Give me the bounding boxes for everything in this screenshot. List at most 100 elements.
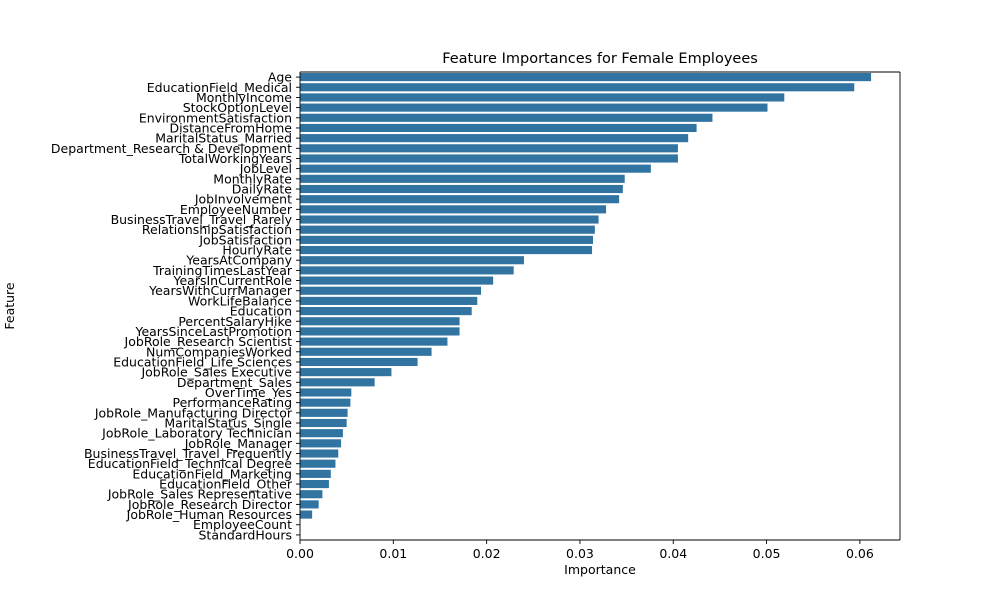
y-tick-label: JobRole_Research Scientist — [124, 334, 293, 349]
bar — [300, 510, 313, 519]
y-tick-label: JobRole_Manufacturing Director — [94, 405, 293, 420]
x-tick-label: 0.03 — [566, 546, 594, 561]
y-tick-label: JobRole_Human Resources — [126, 507, 292, 522]
y-tick-label: EducationField_Life Sciences — [113, 354, 292, 369]
x-tick-label: 0.06 — [846, 546, 874, 561]
y-tick-label: EmployeeCount — [193, 517, 292, 532]
y-tick-label: YearsAtCompany — [185, 253, 292, 268]
x-tick-label: 0.04 — [659, 546, 687, 561]
bar — [300, 144, 678, 153]
y-tick-label: TotalWorkingYears — [178, 151, 292, 166]
y-tick-label: EducationField_Medical — [147, 80, 292, 95]
x-tick-label: 0.02 — [473, 546, 501, 561]
bar — [300, 307, 472, 316]
x-axis-ticks: 0.00 0.01 0.02 0.03 0.04 0.05 0.06 — [286, 540, 874, 561]
bar — [300, 205, 607, 214]
y-tick-label: PercentSalaryHike — [178, 314, 292, 329]
y-tick-label: MonthlyRate — [213, 171, 292, 186]
y-tick-label: MaritalStatus_Single — [164, 416, 292, 431]
y-tick-label: EducationField_Technical Degree — [88, 456, 293, 471]
bar — [300, 286, 482, 295]
bar — [300, 408, 348, 417]
bar — [300, 479, 329, 489]
y-axis-ticks: AgeEducationField_MedicalMonthlyIncomeSt… — [51, 70, 300, 542]
bar — [300, 93, 785, 102]
bar — [300, 174, 625, 183]
y-tick-label: Department_Research & Development — [51, 141, 292, 156]
x-axis-label: Importance — [564, 562, 636, 577]
bar — [300, 195, 620, 204]
bar — [300, 225, 595, 234]
y-tick-label: NumCompaniesWorked — [146, 344, 292, 359]
y-tick-label: HourlyRate — [222, 243, 292, 258]
bar — [300, 235, 594, 244]
y-tick-label: DailyRate — [232, 182, 293, 197]
bar — [300, 215, 599, 224]
bar — [300, 418, 347, 428]
chart-title: Feature Importances for Female Employees — [442, 51, 758, 67]
bar — [300, 357, 418, 367]
y-tick-label: Education — [230, 304, 292, 319]
bar — [300, 154, 678, 163]
y-tick-label: JobInvolvement — [194, 192, 292, 207]
bar — [300, 449, 339, 458]
bar — [300, 500, 319, 509]
bar — [300, 276, 494, 285]
bar — [300, 368, 392, 377]
bar — [300, 113, 713, 122]
y-tick-label: JobRole_Research Director — [127, 497, 293, 512]
y-tick-label: RelationshipSatisfaction — [142, 222, 292, 237]
bar — [300, 256, 524, 265]
bar — [300, 398, 351, 407]
bar — [300, 164, 651, 173]
y-tick-label: JobRole_Sales Representative — [107, 487, 292, 502]
y-tick-label: EducationField_Other — [159, 477, 293, 492]
bar — [300, 439, 342, 448]
y-tick-label: StandardHours — [199, 527, 293, 542]
bar — [300, 378, 375, 387]
bar — [300, 245, 593, 255]
y-tick-label: MaritalStatus_Married — [155, 131, 292, 146]
y-tick-label: Department_Sales — [177, 375, 292, 390]
x-tick-label: 0.00 — [286, 546, 314, 561]
bar — [300, 490, 323, 499]
bar — [300, 388, 352, 397]
x-tick-label: 0.05 — [753, 546, 781, 561]
y-tick-label: YearsSinceLastPromotion — [134, 324, 292, 339]
y-tick-label: BusinessTravel_Travel_Frequently — [84, 446, 293, 461]
y-tick-label: EmployeeNumber — [180, 202, 293, 217]
x-tick-label: 0.01 — [379, 546, 407, 561]
y-tick-label: OverTime_Yes — [205, 385, 292, 400]
bar — [300, 296, 478, 305]
y-tick-label: JobSatisfaction — [198, 232, 292, 247]
y-tick-label: MonthlyIncome — [196, 90, 292, 105]
bar — [300, 337, 448, 346]
bar — [300, 73, 872, 82]
bar — [300, 347, 432, 356]
y-tick-label: JobRole_Sales Executive — [140, 365, 292, 380]
bar — [300, 184, 623, 194]
bar — [300, 459, 336, 468]
y-tick-label: JobRole_Manager — [184, 436, 293, 451]
bar — [300, 123, 697, 133]
y-tick-label: DistanceFromHome — [169, 120, 292, 135]
y-tick-label: Age — [268, 70, 292, 85]
bar — [300, 317, 460, 326]
y-tick-label: JobRole_Laboratory Technician — [101, 426, 292, 441]
y-tick-label: YearsInCurrentRole — [173, 273, 293, 288]
y-tick-label: StockOptionLevel — [183, 100, 292, 115]
bar — [300, 134, 689, 143]
y-tick-label: EducationField_Marketing — [132, 466, 292, 481]
bars-group — [300, 73, 872, 519]
y-axis-label: Feature — [2, 282, 17, 330]
y-tick-label: PerformanceRating — [172, 395, 292, 410]
bar — [300, 469, 331, 478]
y-tick-label: BusinessTravel_Travel_Rarely — [111, 212, 293, 227]
bar — [300, 266, 514, 275]
y-tick-label: EnvironmentSatisfaction — [139, 110, 292, 125]
y-tick-label: YearsWithCurrManager — [148, 283, 293, 298]
bar — [300, 327, 460, 336]
bar — [300, 429, 343, 438]
